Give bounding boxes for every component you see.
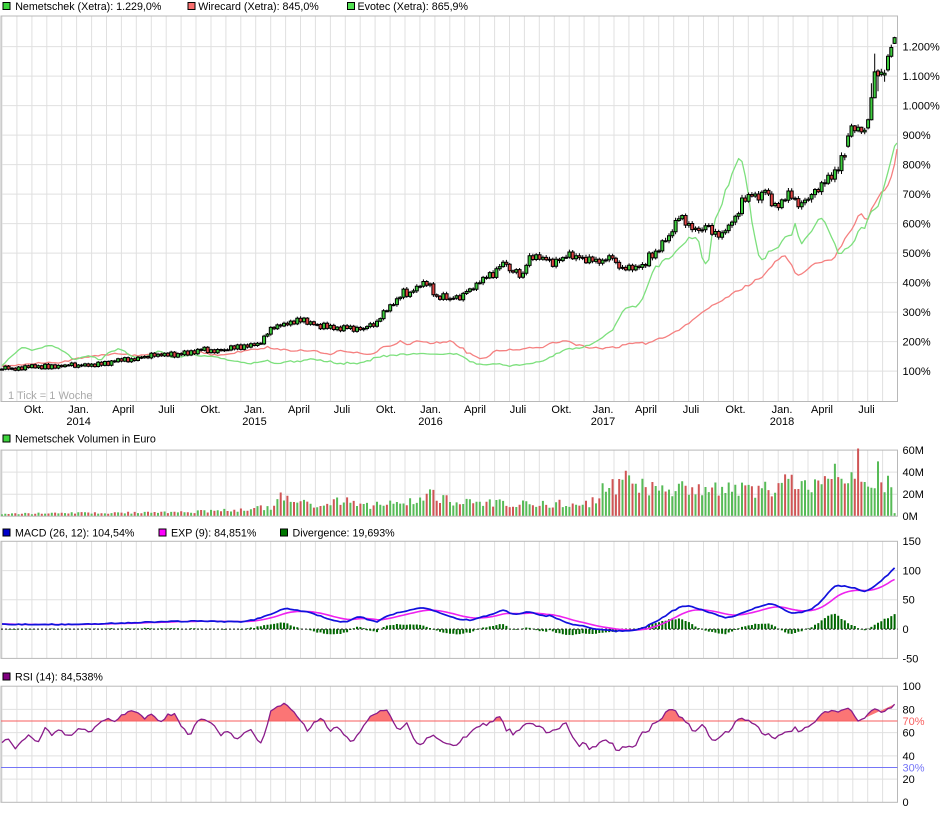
svg-text:300%: 300% xyxy=(903,307,931,319)
svg-text:1.000%: 1.000% xyxy=(903,101,940,113)
svg-text:Okt.: Okt. xyxy=(725,404,745,416)
svg-text:Juli: Juli xyxy=(683,404,700,416)
svg-text:20M: 20M xyxy=(903,489,924,501)
svg-text:100: 100 xyxy=(903,681,921,693)
svg-text:April: April xyxy=(811,404,833,416)
svg-text:0: 0 xyxy=(903,797,909,809)
svg-text:Juli: Juli xyxy=(510,404,527,416)
svg-text:Nemetschek (Xetra): 1.229,0%: Nemetschek (Xetra): 1.229,0% xyxy=(15,1,162,13)
svg-text:Jan.: Jan. xyxy=(772,404,793,416)
svg-text:2014: 2014 xyxy=(66,416,90,428)
svg-text:Okt.: Okt. xyxy=(551,404,571,416)
svg-text:600%: 600% xyxy=(903,219,931,231)
svg-text:2017: 2017 xyxy=(591,416,615,428)
svg-text:200%: 200% xyxy=(903,337,931,349)
svg-text:2016: 2016 xyxy=(418,416,442,428)
svg-text:0: 0 xyxy=(903,624,909,636)
svg-text:Jan.: Jan. xyxy=(593,404,614,416)
svg-text:700%: 700% xyxy=(903,189,931,201)
svg-text:150: 150 xyxy=(903,536,921,548)
svg-text:Okt.: Okt. xyxy=(200,404,220,416)
svg-text:60: 60 xyxy=(903,728,915,740)
svg-text:2015: 2015 xyxy=(242,416,266,428)
svg-text:50: 50 xyxy=(903,595,915,607)
svg-text:April: April xyxy=(464,404,486,416)
svg-text:EXP (9): 84,851%: EXP (9): 84,851% xyxy=(171,528,257,540)
svg-text:500%: 500% xyxy=(903,248,931,260)
svg-text:-50: -50 xyxy=(903,653,919,665)
svg-text:Wirecard (Xetra): 845,0%: Wirecard (Xetra): 845,0% xyxy=(198,1,319,13)
svg-text:0M: 0M xyxy=(903,511,918,523)
svg-text:Juli: Juli xyxy=(334,404,351,416)
svg-text:900%: 900% xyxy=(903,130,931,142)
svg-text:40M: 40M xyxy=(903,467,924,479)
svg-text:2018: 2018 xyxy=(770,416,794,428)
svg-text:1 Tick = 1 Woche: 1 Tick = 1 Woche xyxy=(8,390,92,402)
svg-text:MACD (26, 12): 104,54%: MACD (26, 12): 104,54% xyxy=(15,528,135,540)
svg-text:40: 40 xyxy=(903,751,915,763)
svg-text:20: 20 xyxy=(903,774,915,786)
svg-text:30%: 30% xyxy=(903,762,925,774)
svg-text:April: April xyxy=(635,404,657,416)
svg-text:Okt.: Okt. xyxy=(376,404,396,416)
svg-text:400%: 400% xyxy=(903,278,931,290)
svg-text:Juli: Juli xyxy=(158,404,175,416)
svg-text:100%: 100% xyxy=(903,366,931,378)
svg-text:RSI (14): 84,538%: RSI (14): 84,538% xyxy=(15,672,103,684)
svg-text:Okt.: Okt. xyxy=(24,404,44,416)
svg-text:70%: 70% xyxy=(903,716,925,728)
svg-text:80: 80 xyxy=(903,704,915,716)
svg-text:Divergence: 19,693%: Divergence: 19,693% xyxy=(293,528,396,540)
svg-text:Jan.: Jan. xyxy=(68,404,89,416)
svg-text:Jan.: Jan. xyxy=(244,404,265,416)
svg-text:April: April xyxy=(112,404,134,416)
svg-text:Juli: Juli xyxy=(858,404,875,416)
svg-text:60M: 60M xyxy=(903,445,924,457)
svg-text:Nemetschek Volumen in Euro: Nemetschek Volumen in Euro xyxy=(15,434,156,446)
svg-text:800%: 800% xyxy=(903,160,931,172)
svg-text:1.100%: 1.100% xyxy=(903,71,940,83)
svg-text:100: 100 xyxy=(903,565,921,577)
svg-text:Evotec (Xetra): 865,9%: Evotec (Xetra): 865,9% xyxy=(358,1,469,13)
svg-text:April: April xyxy=(288,404,310,416)
svg-text:Jan.: Jan. xyxy=(420,404,441,416)
svg-text:1.200%: 1.200% xyxy=(903,42,940,54)
